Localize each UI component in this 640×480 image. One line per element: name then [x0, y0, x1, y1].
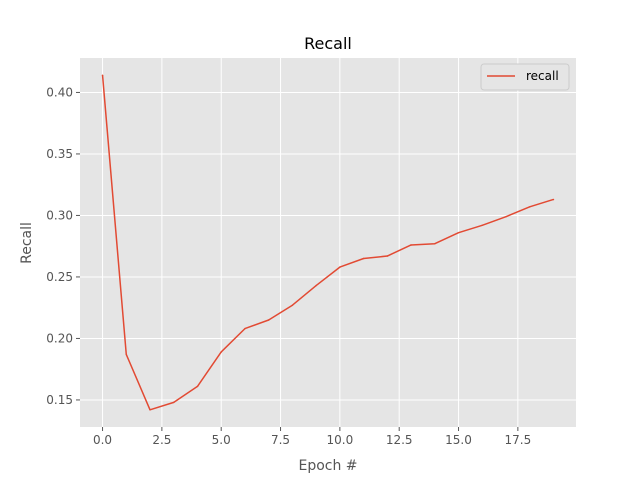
- series-layer: [101, 74, 555, 411]
- y-tick-label: 0.40: [46, 85, 73, 99]
- data-point: [481, 224, 484, 227]
- series-line-recall: [101, 75, 554, 411]
- data-point: [386, 255, 389, 257]
- x-tick-label: 0.0: [93, 433, 112, 447]
- data-point: [196, 385, 199, 388]
- data-point: [362, 257, 365, 260]
- y-tick-label: 0.15: [46, 393, 73, 407]
- y-axis-label: Recall: [19, 222, 35, 264]
- x-tick-label: 15.0: [445, 433, 472, 447]
- data-point: [172, 401, 175, 404]
- data-point: [315, 284, 317, 287]
- data-point: [457, 231, 460, 234]
- data-point: [125, 353, 128, 356]
- y-tick-label: 0.25: [46, 270, 73, 284]
- data-point: [552, 198, 555, 201]
- data-point: [339, 266, 341, 268]
- y-tick-label: 0.35: [46, 147, 73, 161]
- legend-box: [480, 63, 570, 91]
- x-tick-label: 2.5: [152, 433, 171, 447]
- data-point: [291, 304, 294, 306]
- data-point: [149, 409, 151, 411]
- data-point: [434, 242, 436, 245]
- data-point: [244, 327, 246, 330]
- x-tick-label: 17.5: [504, 433, 531, 447]
- plot-area: [80, 58, 576, 427]
- data-point: [267, 319, 270, 321]
- axis-ticks: 0.0 2.5 5.0 7.5 10.0 12.5 15.0 17.5 0.15 0.20 0.25…: [46, 85, 531, 447]
- x-tick-label: 12.5: [386, 433, 413, 447]
- y-tick-label: 0.20: [46, 331, 73, 345]
- data-point: [220, 351, 222, 353]
- x-tick-label: 10.0: [327, 433, 354, 447]
- data-point: [101, 74, 104, 76]
- x-tick-label: 5.0: [212, 433, 231, 447]
- data-point: [505, 215, 507, 218]
- x-axis-label: Epoch #: [298, 458, 357, 474]
- x-tick-label: 7.5: [271, 433, 290, 447]
- legend-label: recall: [526, 69, 559, 83]
- legend: recall: [480, 63, 570, 91]
- y-tick-label: 0.30: [46, 208, 73, 222]
- chart-title: Recall: [304, 34, 352, 53]
- data-point: [410, 244, 412, 246]
- data-point: [528, 206, 531, 208]
